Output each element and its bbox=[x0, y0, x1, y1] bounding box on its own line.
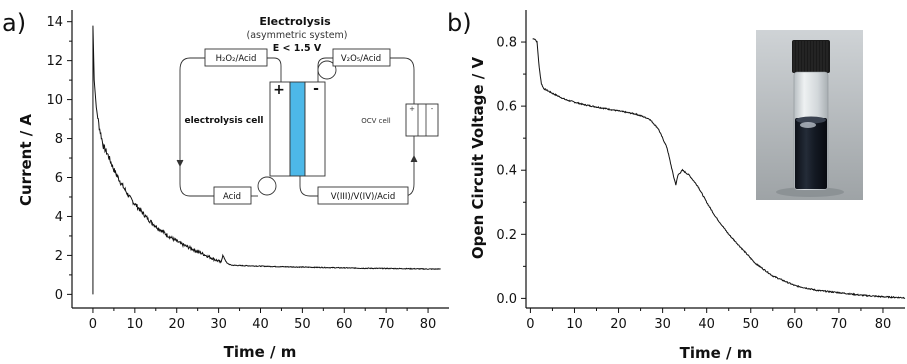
y-tick-label: 0.4 bbox=[496, 164, 517, 179]
y-tick-label: 12 bbox=[46, 54, 63, 69]
right-loop-top bbox=[317, 57, 333, 82]
x-tick-label: 50 bbox=[742, 317, 759, 332]
x-tick-label: 80 bbox=[420, 317, 437, 332]
x-tick-label: 20 bbox=[610, 317, 627, 332]
x-tick-label: 10 bbox=[127, 317, 144, 332]
cell-right-compartment bbox=[304, 81, 326, 177]
box-h2o2-acid-label: H₂O₂/Acid bbox=[216, 54, 257, 64]
pump-icon bbox=[257, 176, 277, 196]
box-acid bbox=[213, 186, 252, 205]
inset-subtitle: (asymmetric system) bbox=[246, 30, 347, 41]
x-tick-label: 50 bbox=[294, 317, 311, 332]
y-tick-label: 14 bbox=[46, 15, 63, 30]
x-tick-label: 60 bbox=[336, 317, 353, 332]
box-h2o2-acid bbox=[204, 48, 268, 67]
electrolysis-diagram: Electrolysis (asymmetric system) E < 1.5… bbox=[176, 15, 439, 205]
box-v3v4-acid-label: V(III)/V(IV)/Acid bbox=[331, 192, 396, 202]
box-acid-label: Acid bbox=[223, 192, 241, 202]
vial-liquid-icon bbox=[795, 118, 827, 189]
inset-condition: E < 1.5 V bbox=[273, 43, 322, 54]
panel-label-a: a) bbox=[2, 9, 26, 37]
vial-meniscus-icon bbox=[796, 116, 826, 124]
y-tick-label: 0.2 bbox=[496, 228, 517, 243]
x-tick-label: 80 bbox=[875, 317, 892, 332]
flow-arrow-right bbox=[410, 154, 418, 163]
cell-membrane bbox=[289, 81, 306, 177]
panel-label-b: b) bbox=[447, 9, 472, 37]
ocv-cell-label: OCV cell bbox=[361, 117, 391, 125]
chart-b-x-axis-label: Time / m bbox=[680, 344, 753, 362]
chart-a: 0 10 20 30 40 50 60 70 80 0 2 4 6 8 10 12 14 Time / m C… bbox=[17, 10, 449, 361]
x-tick-label: 40 bbox=[698, 317, 715, 332]
x-tick-label: 70 bbox=[831, 317, 848, 332]
x-tick-label: 70 bbox=[378, 317, 395, 332]
box-v3v4-acid bbox=[317, 186, 409, 205]
y-tick-label: 8 bbox=[55, 132, 63, 147]
x-tick-label: 30 bbox=[654, 317, 671, 332]
box-v2o5-acid bbox=[332, 48, 391, 67]
electrolysis-cell-label: electrolysis cell bbox=[184, 116, 263, 126]
x-tick-label: 40 bbox=[252, 317, 269, 332]
x-tick-label: 0 bbox=[526, 317, 534, 332]
y-tick-label: 6 bbox=[55, 171, 63, 186]
y-tick-label: 4 bbox=[55, 210, 63, 225]
left-loop-top-connector bbox=[267, 57, 282, 82]
pump-icon bbox=[317, 60, 337, 80]
y-tick-label: 10 bbox=[46, 93, 63, 108]
chart-a-y-axis-label: Current / A bbox=[17, 114, 35, 206]
cell-minus-sign: - bbox=[313, 81, 319, 97]
y-tick-label: 2 bbox=[55, 249, 63, 264]
left-loop bbox=[179, 57, 214, 197]
ocv-cell bbox=[405, 103, 439, 137]
x-tick-label: 20 bbox=[168, 317, 185, 332]
vial-cap-icon bbox=[792, 40, 830, 73]
y-tick-label: 0.0 bbox=[496, 292, 517, 307]
vial-photo bbox=[756, 30, 863, 200]
ocv-plus-sign: + bbox=[409, 105, 415, 113]
chart-a-x-axis-label: Time / m bbox=[224, 343, 297, 361]
box-v2o5-acid-label: V₂O₅/Acid bbox=[341, 54, 381, 64]
inset-title: Electrolysis bbox=[259, 15, 331, 28]
right-loop-bottom bbox=[299, 176, 318, 197]
chart-b: 0 10 20 30 40 50 60 70 80 0.0 0.2 0.4 0.6 0.8 Time /… bbox=[469, 10, 906, 362]
vial-reflection-icon bbox=[800, 122, 816, 128]
cell-plus-sign: + bbox=[273, 82, 285, 98]
y-tick-label: 0.6 bbox=[496, 100, 517, 115]
y-tick-label: 0 bbox=[55, 288, 63, 303]
right-loop bbox=[390, 57, 415, 104]
y-tick-label: 0.8 bbox=[496, 36, 517, 51]
x-tick-label: 10 bbox=[566, 317, 583, 332]
ocv-minus-sign: - bbox=[431, 105, 434, 113]
flow-arrow-left bbox=[176, 159, 184, 168]
chart-a-series-line bbox=[92, 25, 441, 295]
x-tick-label: 0 bbox=[89, 317, 97, 332]
chart-b-series-line bbox=[532, 38, 906, 299]
chart-b-y-axis-label: Open Circuit Voltage / V bbox=[469, 57, 487, 260]
x-tick-label: 30 bbox=[210, 317, 227, 332]
x-tick-label: 60 bbox=[787, 317, 804, 332]
